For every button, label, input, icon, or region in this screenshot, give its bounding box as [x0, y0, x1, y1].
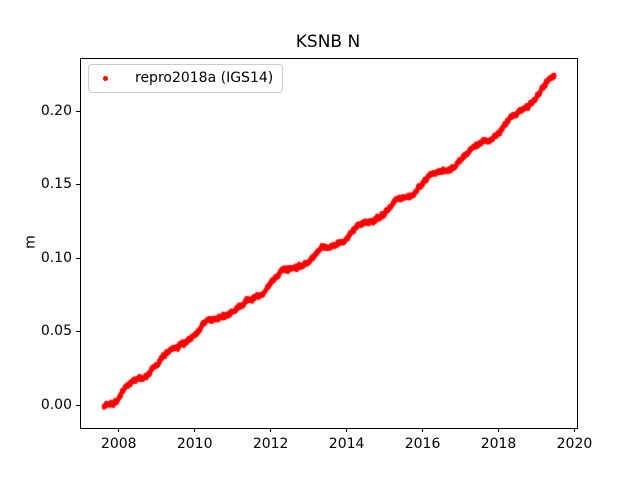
x-tick-mark	[573, 428, 575, 432]
y-tick-label: 0.05	[40, 323, 72, 340]
x-tick-mark	[498, 428, 500, 432]
x-tick-mark	[194, 428, 196, 432]
y-tick-mark	[76, 257, 80, 259]
plot-area: repro2018a (IGS14)	[80, 58, 578, 429]
y-tick-mark	[76, 184, 80, 186]
y-tick-mark	[76, 331, 80, 333]
x-tick-label: 2018	[480, 436, 517, 452]
x-tick-label: 2008	[100, 436, 137, 452]
x-tick-label: 2020	[556, 436, 593, 452]
chart-title: KSNB N	[295, 32, 361, 52]
y-tick-label: 0.20	[40, 102, 72, 119]
scatter-canvas	[81, 59, 577, 428]
y-tick-label: 0.10	[40, 249, 72, 266]
x-tick-mark	[270, 428, 272, 432]
y-tick-mark	[76, 405, 80, 407]
x-tick-mark	[118, 428, 120, 432]
y-tick-label: 0.15	[40, 176, 72, 193]
legend-marker-dot-icon	[103, 76, 108, 81]
legend-label: repro2018a (IGS14)	[135, 70, 274, 86]
x-tick-label: 2012	[252, 436, 289, 452]
y-tick-label: 0.00	[40, 397, 72, 414]
legend: repro2018a (IGS14)	[88, 64, 284, 93]
y-tick-mark	[76, 110, 80, 112]
x-tick-mark	[422, 428, 424, 432]
x-tick-label: 2016	[404, 436, 441, 452]
x-tick-mark	[346, 428, 348, 432]
x-tick-label: 2010	[176, 436, 213, 452]
x-tick-label: 2014	[328, 436, 365, 452]
y-axis-label: m	[22, 235, 39, 249]
